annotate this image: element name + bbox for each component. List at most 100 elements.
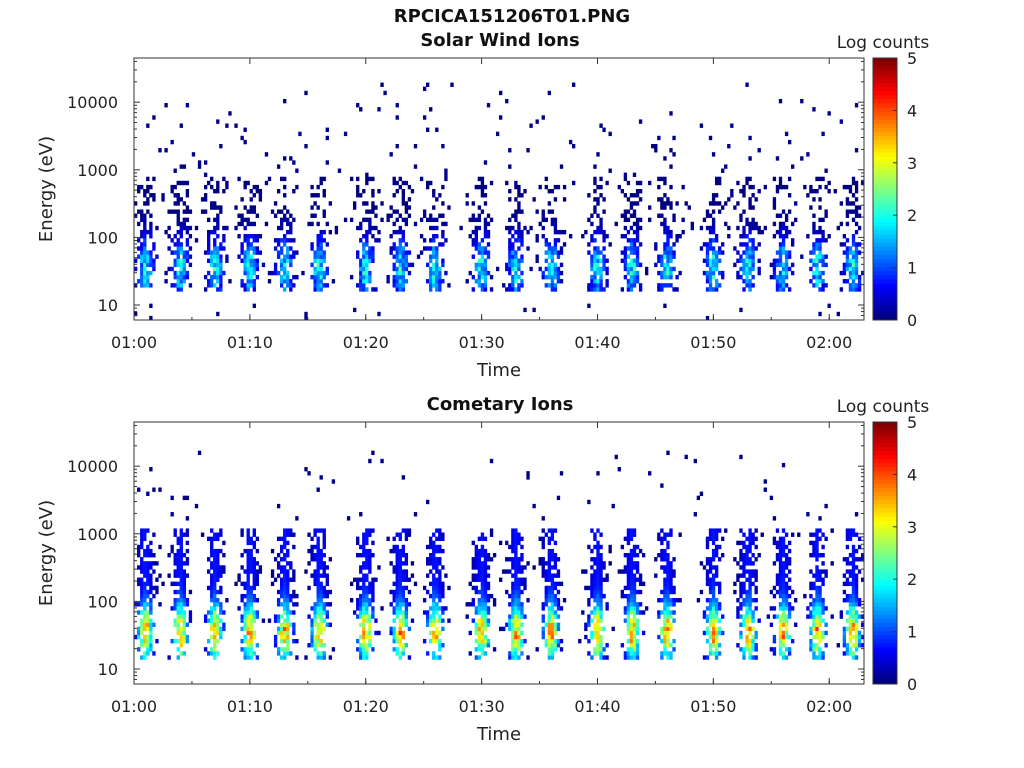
heatmap-cell [535,119,539,124]
heatmap-cell [359,643,363,648]
heatmap-cell [313,279,317,284]
heatmap-cell [718,209,722,214]
heatmap-cell [246,593,250,599]
heatmap-cell [283,557,287,562]
heatmap-cell [772,606,777,611]
heatmap-cell [550,274,555,280]
heatmap-cell [851,532,856,537]
heatmap-cell [210,573,214,578]
heatmap-cell [149,565,153,570]
heatmap-cell [170,548,174,554]
heatmap-cell [426,561,430,566]
heatmap-cell [663,262,667,268]
heatmap-cell [179,279,183,284]
heatmap-cell [319,618,323,623]
heatmap-cell [745,598,749,603]
colorbar-swatch [873,74,897,79]
heatmap-cell [559,581,564,587]
colorbar-swatch [873,593,897,599]
heatmap-cell [778,258,783,263]
heatmap-cell [210,254,214,259]
colorbar-swatch [873,58,897,63]
heatmap-cell [252,303,256,309]
heatmap-cell [401,553,406,558]
heatmap-cell [489,593,494,599]
heatmap-cell [276,647,281,652]
heatmap-cell [225,225,229,231]
heatmap-cell [812,610,816,615]
heatmap-cell [781,643,786,648]
heatmap-cell [705,569,710,574]
heatmap-cell [143,201,147,206]
heatmap-cell [635,544,640,550]
heatmap-cell [386,536,390,542]
heatmap-cell [742,647,746,652]
heatmap-cell [553,225,558,231]
heatmap-cell [824,622,828,627]
heatmap-cell [508,569,512,574]
heatmap-cell [395,246,399,251]
heatmap-cell [213,651,217,656]
heatmap-cell [757,242,761,247]
heatmap-cell [818,528,822,533]
heatmap-cell [432,602,436,607]
heatmap-cell [283,581,287,587]
heatmap-cell [626,610,631,615]
heatmap-cell [368,618,372,623]
heatmap-cell [319,581,323,587]
heatmap-cell [207,557,211,562]
heatmap-cell [702,258,707,263]
heatmap-cell [225,254,229,259]
heatmap-cell [851,262,856,268]
heatmap-cell [632,573,637,578]
heatmap-cell [179,557,183,562]
heatmap-cell [185,193,190,198]
heatmap-cell [219,283,223,288]
heatmap-cell [319,475,323,480]
heatmap-cell [587,499,591,505]
heatmap-cell [143,283,147,288]
heatmap-cell [480,561,485,566]
heatmap-cell [657,610,661,615]
heatmap-cell [371,201,375,206]
heatmap-cell [310,606,314,611]
heatmap-cell [331,647,336,652]
heatmap-cell [255,614,260,619]
heatmap-cell [304,143,308,149]
heatmap-cell [742,598,746,603]
heatmap-cell [185,225,190,231]
heatmap-cell [392,274,396,280]
heatmap-cell [632,270,637,276]
heatmap-cell [596,618,600,623]
heatmap-cell [739,242,743,247]
heatmap-cell [845,569,850,574]
heatmap-cell [362,279,366,284]
heatmap-cell [587,544,591,550]
heatmap-cell [620,213,625,218]
heatmap-cell [705,536,710,542]
heatmap-cell [249,593,253,599]
heatmap-cell [626,573,631,578]
heatmap-cell [270,548,275,554]
heatmap-cell [213,655,217,660]
heatmap-cell [471,229,475,235]
heatmap-cell [146,651,150,656]
heatmap-cell [371,176,375,182]
heatmap-cell [784,184,789,190]
heatmap-cell [511,213,515,218]
heatmap-cell [398,266,402,272]
heatmap-cell [246,283,250,288]
heatmap-cell [587,217,591,223]
heatmap-cell [605,258,609,263]
heatmap-cell [778,602,783,607]
heatmap-cell [669,610,673,615]
heatmap-cell [635,189,640,194]
heatmap-cell [444,221,448,227]
heatmap-cell [845,279,850,284]
heatmap-cell [359,274,363,280]
heatmap-cell [669,651,673,656]
heatmap-cell [666,229,670,235]
heatmap-cell [562,229,567,235]
heatmap-cell [739,606,743,611]
heatmap-cell [818,553,822,558]
